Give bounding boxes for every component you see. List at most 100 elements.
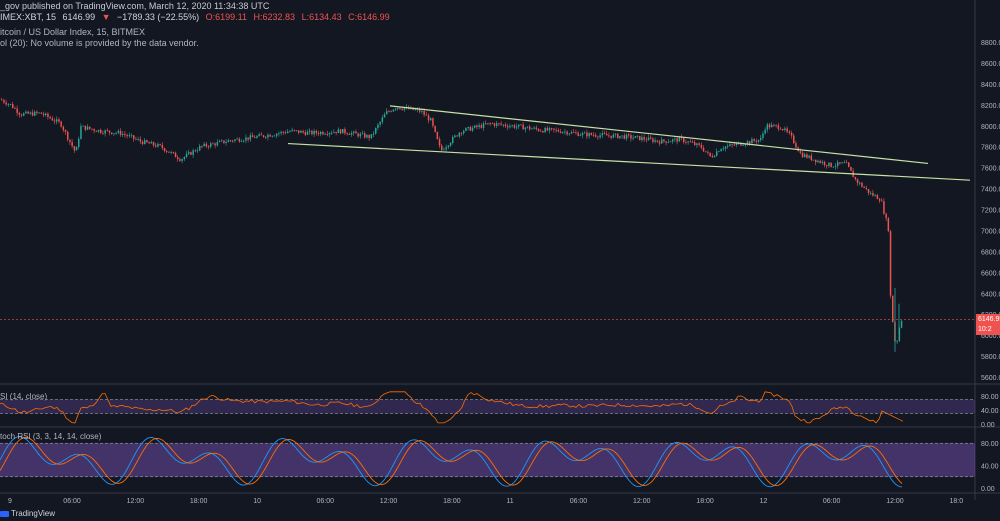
volume-legend[interactable]: ol (20): No volume is provided by the da… [0,38,203,49]
candle-body [551,128,553,129]
candle [214,142,216,149]
candle-body [801,152,804,158]
candle-body [826,165,828,167]
candle [269,133,271,137]
candle-body [23,113,25,116]
candle [100,128,102,135]
candle [97,129,100,134]
rsi-label[interactable]: SI (14, close) [0,392,48,401]
candle-body [619,136,621,139]
candle [768,123,771,130]
price-tick-label: 6800.00 [981,249,1000,256]
candle-body [729,144,731,146]
candle [487,123,489,126]
candle-body [804,154,806,158]
candle-body [438,139,441,146]
candle [865,185,868,191]
candle [625,133,628,141]
candle-body [295,130,298,132]
candle-body [82,125,84,127]
candle-body [179,159,181,161]
candle [548,126,551,134]
candle [108,130,111,136]
candle [511,124,513,128]
candle [82,125,84,127]
candle [335,131,337,136]
candle-body [634,136,637,138]
candle-body [821,161,824,163]
candle [23,112,25,117]
candle [377,122,379,131]
candle [689,139,692,143]
candle [854,176,857,181]
candle [225,139,227,146]
candle [295,130,298,132]
tradingview-logo[interactable]: TradingView [0,509,55,518]
candle [832,166,835,168]
candle-body [500,123,502,125]
candle [416,106,419,113]
candle [51,116,54,121]
candle-body [108,130,111,133]
candle-body [606,133,608,136]
candle [628,132,630,138]
last-price-tag: 6146.99 [976,314,1000,325]
candle [251,132,254,138]
stoch-rsi-label[interactable]: toch RSI (3, 3, 14, 14, close) [0,432,102,441]
candle-body [445,147,447,150]
candle-body [265,136,267,138]
candle-body [38,112,40,114]
candle [247,137,249,143]
candle-body [430,118,432,121]
candle-body [172,152,175,153]
candle-body [496,123,498,126]
candle-body [256,136,258,138]
candle-body [590,133,593,135]
candle [390,110,392,113]
candle [590,132,593,136]
candle-body [302,130,304,133]
candle [449,141,452,148]
candle-body [152,142,155,146]
candle-body [240,141,243,143]
candle [93,128,95,134]
candle-body [511,125,513,127]
candle-body [799,151,802,153]
series-title[interactable]: itcoin / US Dollar Index, 15, BITMEX [0,27,149,38]
candle [478,122,480,130]
candle-body [542,131,544,133]
candle [617,133,619,139]
candle [867,188,870,196]
candle-body [522,124,524,130]
candle-body [454,135,456,138]
candle [128,132,131,138]
candle-body [722,148,725,150]
candle-body [621,135,623,137]
candle-body [7,103,10,105]
time-tick-label: 18:00 [696,498,714,505]
candle [887,216,890,233]
candle-body [115,132,117,134]
candle [370,134,373,140]
candle-body [414,109,417,111]
candle [694,139,696,146]
candle-body [53,120,56,122]
candle [599,132,601,140]
candle-body [403,108,406,110]
candle-body [390,111,392,113]
candle-body [91,128,93,130]
candle [130,133,133,138]
candle-body [45,113,47,116]
candle [16,105,18,117]
candle [364,131,366,139]
candle [513,123,516,129]
candle-body [876,195,879,200]
candle [124,130,126,138]
symbol-text[interactable]: IMEX:XBT, 15 [0,12,57,22]
candle-body [777,125,780,129]
candle-body [650,137,652,139]
candle-body [113,133,115,135]
candle [359,132,362,139]
